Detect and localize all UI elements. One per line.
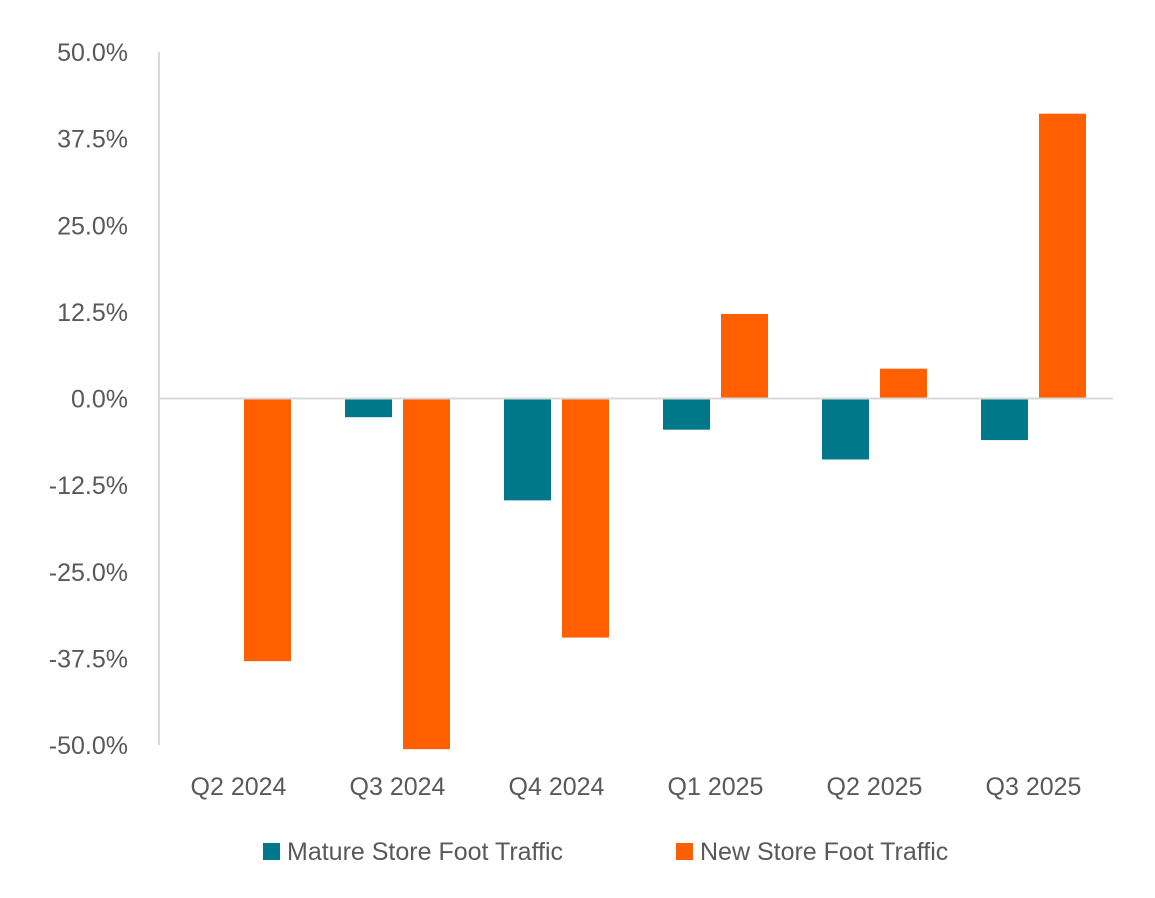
bar-mature-store [345,398,392,418]
x-tick-label: Q4 2024 [509,773,605,801]
x-tick-label: Q1 2025 [668,773,764,801]
legend-swatch-new [676,843,693,860]
bar-mature-store [822,398,869,460]
bar-new-store [244,398,291,662]
y-tick-label: -25.0% [49,559,128,587]
bar-new-store [721,313,768,399]
y-tick-label: 0.0% [71,386,128,414]
y-axis: 50.0% 37.5% 25.0% 12.5% 0.0% -12.5% -25.0% -37.… [49,39,160,760]
x-axis: Q2 2024 Q3 2024 Q4 2024 Q1 2025 Q2 2025 Q3 20… [159,397,1113,801]
bars [244,113,1086,750]
bar-new-store [562,398,609,638]
legend-label-mature: Mature Store Foot Traffic [287,838,563,866]
bar-mature-store [504,398,551,501]
bar-mature-store [981,398,1028,441]
y-tick-label: 12.5% [57,299,128,327]
legend-swatch-mature [263,843,280,860]
x-tick-label: Q2 2025 [827,773,923,801]
y-tick-label: 50.0% [57,39,128,67]
y-tick-label: 25.0% [57,212,128,240]
x-tick-label: Q2 2024 [191,773,287,801]
bar-new-store [403,398,450,750]
x-tick-label: Q3 2025 [986,773,1082,801]
legend-label-new: New Store Foot Traffic [700,838,948,866]
y-tick-label: 37.5% [57,126,128,154]
x-tick-label: Q3 2024 [350,773,446,801]
y-tick-label: -37.5% [49,645,128,673]
bar-new-store [1039,113,1086,399]
y-tick-label: -12.5% [49,472,128,500]
legend: Mature Store Foot Traffic New Store Foot … [263,838,948,866]
y-tick-label: -50.0% [49,732,128,760]
bar-mature-store [663,398,710,430]
bar-new-store [880,368,927,399]
